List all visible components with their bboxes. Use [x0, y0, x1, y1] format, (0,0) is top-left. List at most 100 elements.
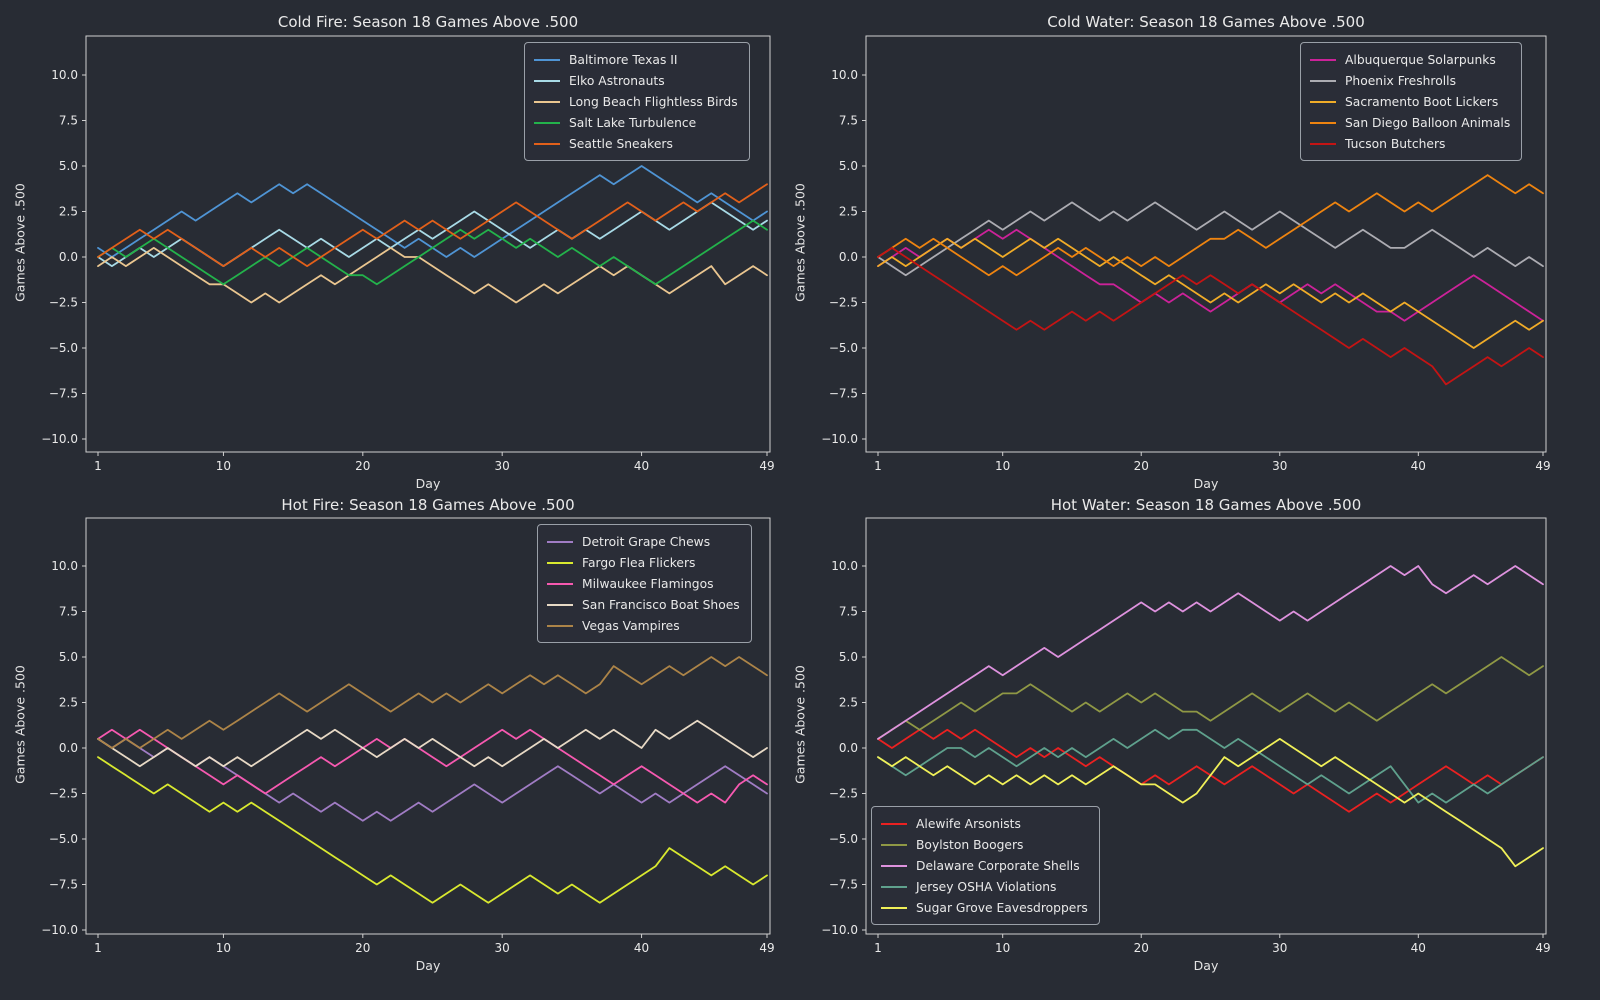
series-line-boylston-boogers [877, 656, 1544, 740]
legend-label: Tucson Butchers [1345, 136, 1446, 151]
legend-item-0: Albuquerque Solarpunks [1310, 49, 1510, 70]
series-line-vegas-vampires [97, 656, 768, 749]
x-tick-label: 40 [634, 941, 649, 955]
y-tick-label: −7.5 [829, 878, 858, 892]
legend-line-icon [881, 864, 907, 867]
y-tick-label: 0.0 [59, 250, 78, 264]
y-tick-label: 0.0 [839, 741, 858, 755]
x-tick-label: 40 [1411, 941, 1426, 955]
x-tick-label: 30 [1272, 459, 1287, 473]
y-tick-label: 7.5 [59, 114, 78, 128]
legend-label: Seattle Sneakers [569, 136, 673, 151]
legend-item-3: San Francisco Boat Shoes [547, 594, 740, 615]
legend-line-icon [547, 540, 573, 543]
series-line-phoenix-freshrolls [877, 201, 1544, 277]
x-tick-label: 10 [995, 459, 1010, 473]
legend-hot-water: Alewife Arsonists Boylston Boogers Delawar… [871, 806, 1100, 925]
y-tick-label: −10.0 [41, 432, 78, 446]
y-tick-label: 5.0 [839, 159, 858, 173]
x-tick-label: 10 [216, 941, 231, 955]
y-tick-label: 0.0 [839, 250, 858, 264]
x-tick-label: 30 [1272, 941, 1287, 955]
series-line-detroit-grape-chews [97, 737, 768, 822]
series-line-albuquerque-solarpunks [877, 228, 1544, 322]
legend-line-icon [547, 582, 573, 585]
hot-water-plot: −10.0 −7.5 −5.0 −2.5 0.0 2.5 5.0 7.5 10.0 1 10 20 30… [821, 517, 1551, 955]
legend-label: Boylston Boogers [916, 837, 1024, 852]
x-tick-label: 49 [1535, 459, 1550, 473]
legend-line-icon [534, 100, 560, 103]
chart-title: Hot Fire: Season 18 Games Above .500 [281, 496, 575, 514]
series-line-fargo-flea-flickers [97, 756, 768, 904]
series-line-san-francisco-boat-shoes [97, 719, 768, 768]
legend-item-2: Long Beach Flightless Birds [534, 91, 738, 112]
x-tick-label: 40 [1411, 459, 1426, 473]
y-tick-label: 7.5 [839, 114, 858, 128]
x-tick-label: 10 [216, 459, 231, 473]
legend-line-icon [547, 624, 573, 627]
legend-label: Vegas Vampires [582, 618, 680, 633]
legend-line-icon [534, 121, 560, 124]
legend-label: Milwaukee Flamingos [582, 576, 714, 591]
legend-line-icon [881, 906, 907, 909]
legend-line-icon [1310, 142, 1336, 145]
x-tick-label: 1 [94, 941, 102, 955]
series-line-elko-astronauts [97, 201, 768, 268]
plot-frame [865, 35, 1547, 453]
x-axis-label: Day [1193, 958, 1219, 973]
legend-line-icon [534, 142, 560, 145]
chart-title: Hot Water: Season 18 Games Above .500 [1050, 496, 1362, 514]
legend-label: Elko Astronauts [569, 73, 665, 88]
cold-water-plot: −10.0 −7.5 −5.0 −2.5 0.0 2.5 5.0 7.5 10.0 1 10 20 30… [821, 35, 1551, 473]
y-tick-label: 0.0 [59, 741, 78, 755]
x-axis-label: Day [415, 958, 441, 973]
x-tick-label: 30 [495, 941, 510, 955]
legend-label: Phoenix Freshrolls [1345, 73, 1456, 88]
chart-title: Cold Fire: Season 18 Games Above .500 [277, 13, 579, 31]
x-tick-label: 49 [759, 459, 774, 473]
legend-cold-fire: Baltimore Texas II Elko Astronauts Long Be… [524, 42, 750, 161]
y-tick-label: −10.0 [41, 923, 78, 937]
legend-line-icon [547, 561, 573, 564]
x-tick-label: 49 [759, 941, 774, 955]
y-tick-label: 2.5 [839, 696, 858, 710]
x-axis-label: Day [1193, 476, 1219, 491]
legend-line-icon [881, 843, 907, 846]
chart-cold-fire: Cold Fire: Season 18 Games Above .500 Ga… [0, 0, 800, 500]
legend-cold-water: Albuquerque Solarpunks Phoenix Freshrolls… [1300, 42, 1523, 161]
legend-item-3: Salt Lake Turbulence [534, 112, 738, 133]
legend-hot-fire: Detroit Grape Chews Fargo Flea Flickers Mi… [537, 524, 752, 643]
legend-label: Alewife Arsonists [916, 816, 1021, 831]
plot-frame [85, 517, 771, 935]
legend-line-icon [881, 885, 907, 888]
series-line-san-diego-balloon-animals [877, 174, 1544, 277]
legend-label: San Francisco Boat Shoes [582, 597, 740, 612]
y-tick-label: −10.0 [821, 923, 858, 937]
series-line-sugar-grove-eavesdroppers [877, 737, 1544, 868]
plot-frame [85, 35, 771, 453]
legend-label: Sacramento Boot Lickers [1345, 94, 1499, 109]
legend-item-4: Vegas Vampires [547, 615, 740, 636]
cold-fire-plot: −10.0 −7.5 −5.0 −2.5 0.0 2.5 5.0 7.5 10.0 1 10 20 30… [41, 35, 775, 473]
legend-label: Albuquerque Solarpunks [1345, 52, 1496, 67]
legend-label: Detroit Grape Chews [582, 534, 711, 549]
series-line-delaware-corporate-shells [877, 565, 1544, 740]
y-tick-label: −5.0 [829, 341, 858, 355]
x-tick-label: 20 [355, 459, 370, 473]
x-tick-label: 1 [94, 459, 102, 473]
y-tick-label: −7.5 [49, 387, 78, 401]
y-tick-label: −7.5 [49, 878, 78, 892]
x-tick-label: 1 [874, 941, 882, 955]
legend-line-icon [1310, 79, 1336, 82]
series-line-jersey-osha-violations [877, 728, 1544, 804]
y-tick-label: 2.5 [59, 205, 78, 219]
series-line-sacramento-boot-lickers [877, 237, 1544, 349]
y-tick-label: 10.0 [51, 68, 78, 82]
series-line-tucson-butchers [877, 246, 1544, 386]
y-tick-label: 7.5 [59, 605, 78, 619]
legend-label: Long Beach Flightless Birds [569, 94, 738, 109]
legend-label: Jersey OSHA Violations [916, 879, 1057, 894]
x-tick-label: 10 [995, 941, 1010, 955]
legend-item-1: Fargo Flea Flickers [547, 552, 740, 573]
